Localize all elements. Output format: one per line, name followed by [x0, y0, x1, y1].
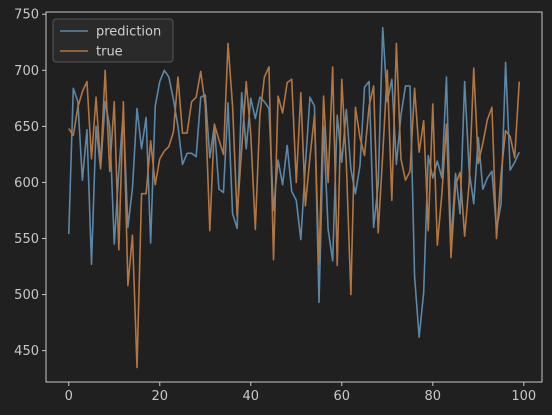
x-tick-label: 60: [334, 389, 351, 404]
legend-label-true: true: [96, 45, 123, 60]
x-tick-label: 80: [425, 389, 442, 404]
y-tick-label: 600: [14, 176, 39, 191]
x-axis: 0 20 40 60 80 100: [65, 382, 536, 404]
y-tick-label: 700: [14, 64, 39, 79]
y-tick-label: 650: [14, 120, 39, 135]
y-tick-label: 450: [14, 344, 39, 359]
y-tick-label: 550: [14, 232, 39, 247]
x-tick-label: 40: [242, 389, 259, 404]
y-axis: 450 500 550 600 650 700 750: [14, 8, 46, 359]
x-tick-label: 0: [65, 389, 73, 404]
legend-label-prediction: prediction: [96, 25, 161, 40]
series-line-prediction: [67, 26, 520, 338]
series-lines: [67, 26, 521, 369]
series-line-true: [68, 42, 521, 369]
x-tick-label: 100: [511, 389, 536, 404]
legend: prediction true: [52, 18, 174, 63]
x-tick-label: 20: [151, 389, 168, 404]
y-tick-label: 750: [14, 8, 39, 23]
y-tick-label: 500: [14, 288, 39, 303]
